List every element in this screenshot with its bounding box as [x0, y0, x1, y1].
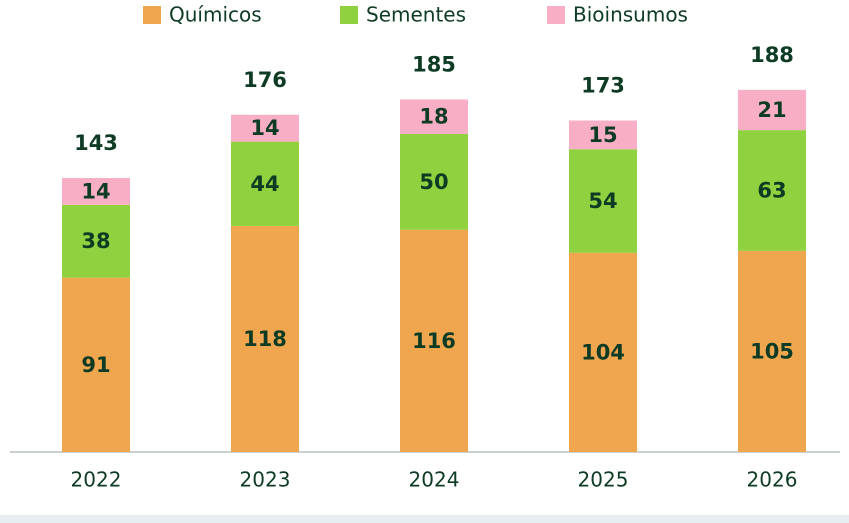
x-tick-label: 2023 — [240, 468, 291, 492]
segment-label: 15 — [588, 123, 617, 147]
bottom-strip — [0, 515, 849, 523]
bar-segment — [400, 133, 468, 230]
segment-label: 116 — [412, 329, 456, 353]
bar-segment — [569, 252, 637, 452]
segment-label: 21 — [757, 98, 786, 122]
x-tick-label: 2022 — [71, 468, 122, 492]
x-tick-label: 2026 — [747, 468, 798, 492]
legend-label: Químicos — [169, 3, 262, 27]
bar-segment — [569, 149, 637, 253]
legend-label: Sementes — [366, 3, 466, 27]
segment-label: 104 — [581, 340, 625, 364]
legend-swatch — [547, 6, 565, 24]
segment-label: 44 — [250, 172, 279, 196]
bar-segment — [231, 225, 299, 452]
bar-segment — [738, 250, 806, 452]
segment-label: 14 — [81, 179, 110, 203]
segment-label: 54 — [588, 189, 617, 213]
bar-segment — [738, 89, 806, 131]
total-label: 176 — [243, 68, 287, 92]
legend-label: Bioinsumos — [573, 3, 688, 27]
total-label: 188 — [750, 43, 794, 67]
bar-segment — [738, 130, 806, 251]
bar-segment — [400, 229, 468, 452]
legend-swatch — [143, 6, 161, 24]
bar-segment — [62, 178, 130, 205]
total-label: 185 — [412, 52, 456, 76]
segment-label: 50 — [419, 170, 448, 194]
segment-label: 38 — [81, 229, 110, 253]
bar-segment — [231, 141, 299, 226]
segment-label: 118 — [243, 327, 287, 351]
x-tick-label: 2024 — [409, 468, 460, 492]
segment-label: 91 — [81, 353, 110, 377]
segment-label: 105 — [750, 339, 794, 363]
bar-segment — [569, 120, 637, 150]
segment-label: 63 — [757, 178, 786, 202]
bar-segment — [231, 114, 299, 142]
total-label: 143 — [74, 131, 118, 155]
segment-label: 14 — [250, 116, 279, 140]
segment-label: 18 — [419, 105, 448, 129]
bar-segment — [400, 99, 468, 134]
bar-segment — [62, 204, 130, 278]
legend-swatch — [340, 6, 358, 24]
total-label: 173 — [581, 74, 625, 98]
x-tick-label: 2025 — [578, 468, 629, 492]
bar-segment — [62, 277, 130, 452]
